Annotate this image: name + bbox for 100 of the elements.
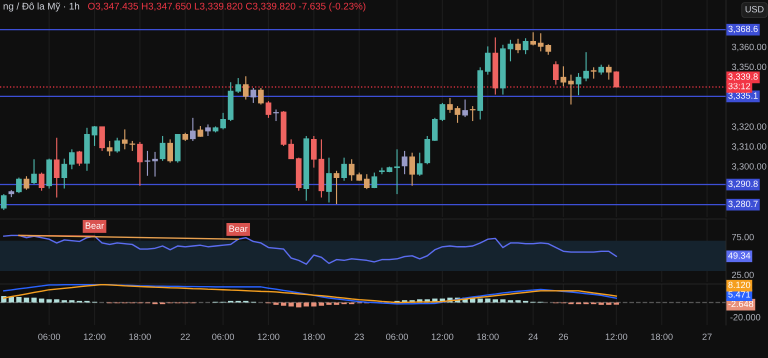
annotation: Bear: [86, 222, 104, 229]
candlestick: [598, 64, 604, 76]
bar: [311, 302, 316, 306]
candlestick: [560, 66, 566, 87]
candlestick: [130, 140, 136, 152]
bar: [54, 299, 60, 303]
candlestick: [99, 126, 105, 152]
text: 33:12: [728, 82, 750, 90]
candlestick: [167, 138, 173, 164]
candlestick: [432, 117, 438, 142]
candlestick: [341, 157, 347, 182]
candlestick: [348, 158, 354, 182]
candlestick: [545, 44, 552, 56]
y-tick-label: 3,320.00: [732, 123, 766, 131]
y-tick-label: 3,300.00: [732, 163, 766, 171]
bar: [508, 300, 514, 303]
text: USD: [746, 6, 764, 12]
candlestick: [122, 128, 128, 150]
y-tick-label: 25.00: [732, 272, 754, 278]
bar: [288, 302, 294, 306]
x-tick-label: 12:00: [258, 334, 280, 340]
x-tick-label: 24: [528, 334, 538, 340]
candlestick: [31, 158, 37, 185]
ref-line-label: 3,368.6: [728, 26, 758, 34]
bar: [16, 296, 22, 303]
candlestick: [160, 135, 166, 162]
annotation: Bear: [229, 226, 248, 232]
bar: [38, 298, 44, 303]
candlestick: [0, 194, 7, 211]
candlestick: [242, 76, 249, 100]
text: 49.34: [728, 252, 750, 259]
candlestick: [288, 138, 294, 160]
bar: [478, 298, 483, 303]
bar: [492, 299, 498, 303]
bar: [8, 296, 14, 303]
bar: [318, 302, 324, 306]
candlestick: [76, 150, 82, 166]
candlestick: [106, 140, 112, 156]
text: -2.648: [728, 300, 754, 308]
ref-line-label: 3,339.8: [728, 73, 758, 81]
y-tick-label: 3,310.00: [732, 143, 766, 151]
candlestick: [250, 87, 256, 104]
ref-line-label: 3,335.1: [728, 92, 758, 100]
candlestick: [205, 124, 211, 137]
ref-line-label: 3,280.7: [728, 200, 758, 208]
candlestick: [326, 157, 332, 204]
bar: [46, 299, 52, 303]
x-tick-label: 23: [354, 334, 364, 340]
candlestick: [273, 108, 279, 122]
x-tick-label: 12:00: [432, 334, 454, 340]
x-tick-label: 06:00: [212, 334, 234, 340]
candlestick: [530, 32, 536, 46]
candlestick: [484, 46, 491, 76]
x-tick-label: 12:00: [84, 334, 106, 340]
text: -20.000: [730, 314, 760, 320]
candlestick: [568, 74, 574, 106]
candlestick: [38, 172, 44, 192]
x-tick-label: 06:00: [38, 334, 60, 340]
candlestick: [614, 70, 620, 88]
candlestick: [311, 135, 317, 168]
bar: [280, 302, 286, 306]
candlestick: [508, 39, 514, 62]
bar: [24, 298, 30, 303]
candlestick: [69, 148, 75, 170]
candlestick: [334, 170, 340, 205]
candlestick: [470, 106, 476, 122]
candlestick: [462, 98, 468, 118]
y-tick-label: 3,350.00: [732, 64, 766, 72]
x-tick-label: 18:00: [303, 334, 325, 340]
candlestick: [54, 137, 60, 198]
bar: [62, 300, 67, 303]
candlestick: [258, 87, 264, 106]
bar: [296, 302, 302, 308]
candlestick: [409, 152, 415, 186]
candlestick: [416, 152, 423, 176]
candlestick: [24, 176, 30, 190]
candlestick: [440, 102, 446, 122]
candlestick: [198, 125, 204, 138]
candlestick: [114, 137, 120, 154]
candlestick: [364, 174, 370, 190]
chart-title: ng / Đô la Mỹ · 1h: [4, 2, 80, 12]
bar: [304, 302, 309, 306]
candlestick: [576, 72, 582, 96]
line-series: [3, 234, 618, 265]
candlestick: [61, 158, 68, 190]
text: 8.120: [728, 282, 750, 288]
candlestick: [16, 177, 22, 194]
y-tick-label: 75.00: [732, 234, 754, 240]
candlestick: [553, 60, 559, 86]
x-tick-label: 22: [180, 334, 190, 340]
x-tick-label: 18:00: [129, 334, 151, 340]
candlestick: [515, 38, 521, 54]
bar: [515, 300, 521, 303]
ref-line-label: 3,290.8: [728, 180, 758, 188]
chart-subtitle: O3,347.435 H3,347.650 L3,339.820 C3,339.820 -7.635 (-0.23%): [88, 2, 366, 12]
bar: [485, 298, 490, 303]
x-tick-label: 27: [702, 334, 712, 340]
x-tick-label: 26: [558, 334, 568, 340]
candlestick: [606, 64, 612, 80]
candlestick: [583, 52, 589, 82]
